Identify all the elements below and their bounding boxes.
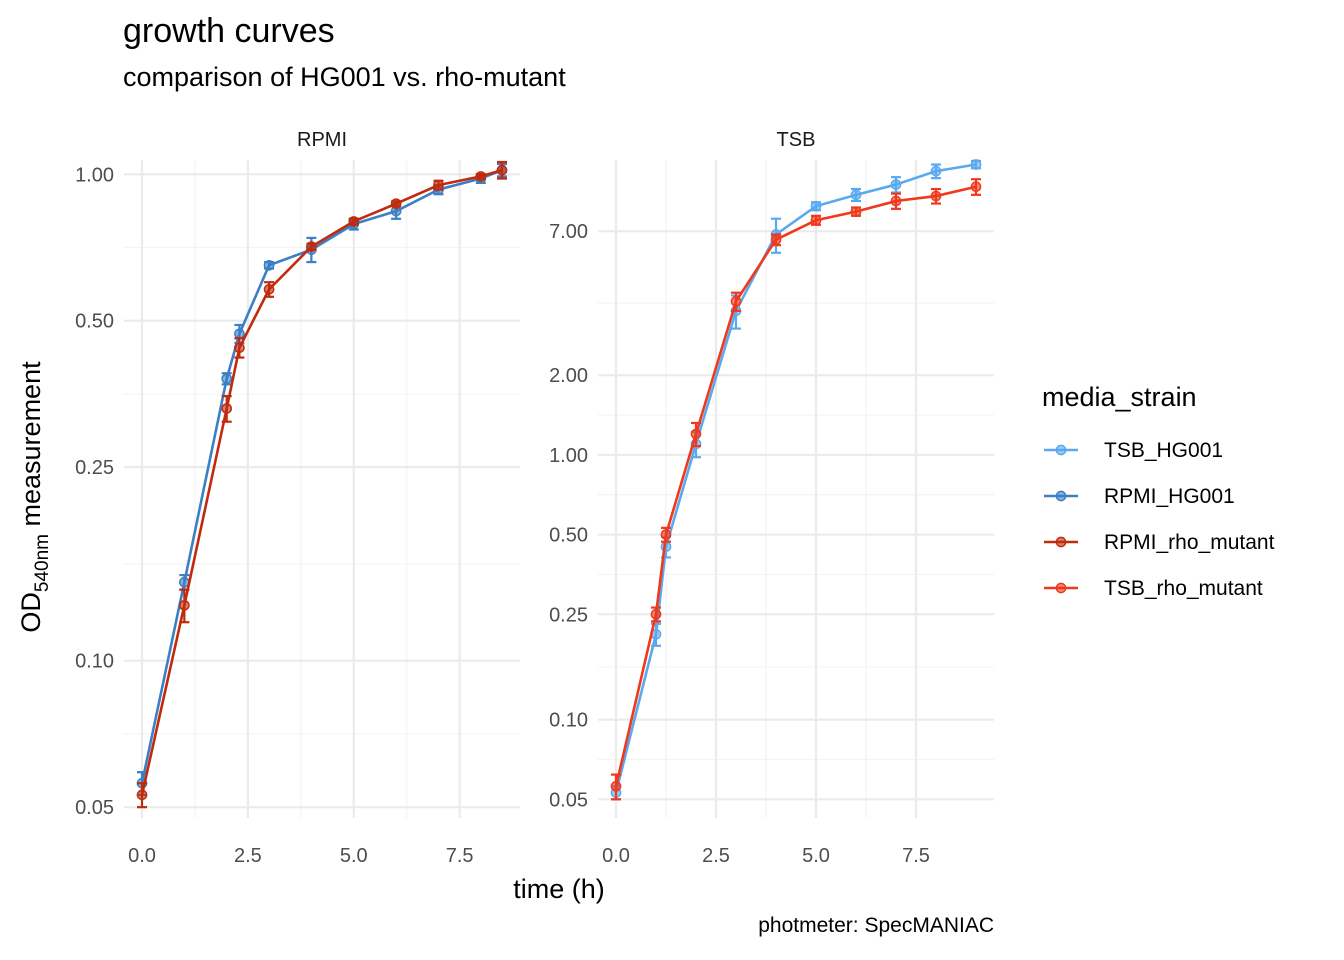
data-point — [890, 195, 902, 207]
data-point — [390, 198, 402, 210]
y-tick-label: 1.00 — [549, 445, 588, 467]
data-point — [930, 165, 942, 177]
legend-label: RPMI_rho_mutant — [1104, 531, 1275, 554]
data-point — [221, 403, 233, 414]
data-point — [810, 214, 822, 226]
y-tick-label: 0.25 — [75, 457, 114, 479]
series-line — [140, 168, 503, 796]
y-tick-label: 0.50 — [549, 525, 588, 547]
data-point — [730, 296, 742, 307]
series-tsb-rho-mutant — [610, 178, 982, 801]
facet-panel-tsb: 0.05 0.10 0.25 0.50 1.00 2.00 7.00 0.0 2.5 5.0 7.5… — [549, 129, 994, 867]
data-point — [263, 284, 275, 295]
legend-entry-rpmi-rho-mutant: RPMI_rho_mutant — [1044, 531, 1275, 554]
series-line — [140, 168, 503, 784]
data-point — [850, 206, 862, 217]
y-tick-label: 0.25 — [549, 604, 588, 626]
legend-entry-tsb-rho-mutant: TSB_rho_mutant — [1044, 577, 1263, 600]
data-point — [496, 164, 508, 176]
data-point — [810, 200, 822, 212]
series-rpmi-rho-mutant — [136, 160, 508, 809]
legend: media_strain TSB_HG001 RPMI_HG001 RPMI_rho… — [1042, 382, 1275, 600]
data-point — [930, 190, 942, 202]
y-tick-label: 0.10 — [75, 651, 114, 673]
legend-label: RPMI_HG001 — [1104, 485, 1235, 508]
series-line — [614, 185, 977, 787]
data-point — [890, 179, 902, 190]
data-point — [650, 608, 662, 620]
x-tick-label: 5.0 — [802, 845, 830, 867]
legend-key-point — [1055, 536, 1067, 548]
data-point — [850, 189, 862, 201]
y-axis-title-subscript: 540nm — [32, 534, 53, 592]
legend-entry-tsb-hg001: TSB_HG001 — [1044, 439, 1223, 462]
legend-key-point — [1055, 444, 1067, 456]
x-tick-label: 7.5 — [902, 845, 930, 867]
x-axis-title: time (h) — [513, 874, 605, 904]
y-tick-label: 0.05 — [549, 789, 588, 811]
x-tick-label: 7.5 — [446, 845, 474, 867]
y-axis-title-main: OD — [16, 592, 46, 633]
y-axis-title-rest: measurement — [16, 361, 46, 534]
x-tick-label: 0.0 — [128, 845, 156, 867]
data-point — [306, 241, 317, 252]
x-tick-label: 2.5 — [702, 845, 730, 867]
x-tick-label: 2.5 — [234, 845, 262, 867]
series-rpmi-hg001 — [136, 162, 508, 796]
y-tick-label: 0.10 — [549, 710, 588, 732]
data-point — [970, 181, 982, 193]
data-point — [475, 171, 487, 182]
chart-title: growth curves — [123, 12, 335, 50]
data-point — [234, 342, 245, 354]
data-point — [970, 159, 982, 170]
data-point — [433, 179, 444, 191]
facet-strip-label: TSB — [777, 129, 816, 151]
x-tick-label: 5.0 — [340, 845, 368, 867]
facet-strip-label: RPMI — [297, 129, 347, 151]
legend-title: media_strain — [1042, 382, 1197, 412]
data-point — [610, 780, 622, 792]
data-point — [221, 373, 233, 385]
legend-label: TSB_rho_mutant — [1104, 577, 1263, 600]
data-point — [136, 789, 148, 801]
legend-key-point — [1055, 490, 1067, 502]
legend-entry-rpmi-hg001: RPMI_HG001 — [1044, 485, 1235, 508]
legend-label: TSB_HG001 — [1104, 439, 1223, 462]
data-point — [234, 328, 245, 340]
legend-key-point — [1055, 582, 1067, 594]
y-axis-title: OD540nm measurement — [16, 361, 53, 633]
chart-subtitle: comparison of HG001 vs. rho-mutant — [123, 62, 566, 92]
y-tick-label: 0.05 — [75, 797, 114, 819]
data-point — [263, 259, 275, 271]
y-tick-label: 1.00 — [75, 164, 114, 186]
y-tick-label: 2.00 — [549, 365, 588, 387]
chart-caption: photmeter: SpecMANIAC — [758, 914, 994, 937]
x-tick-label: 0.0 — [602, 845, 630, 867]
data-point — [348, 216, 360, 227]
data-point — [660, 529, 672, 540]
series-line — [614, 163, 977, 793]
y-tick-label: 7.00 — [549, 221, 588, 243]
data-point — [770, 234, 782, 246]
y-tick-label: 0.50 — [75, 311, 114, 333]
data-point — [690, 428, 702, 440]
facet-panel-rpmi: 0.05 0.10 0.25 0.50 1.00 0.0 2.5 5.0 7.5 RPMI — [75, 129, 520, 867]
data-point — [179, 599, 190, 611]
